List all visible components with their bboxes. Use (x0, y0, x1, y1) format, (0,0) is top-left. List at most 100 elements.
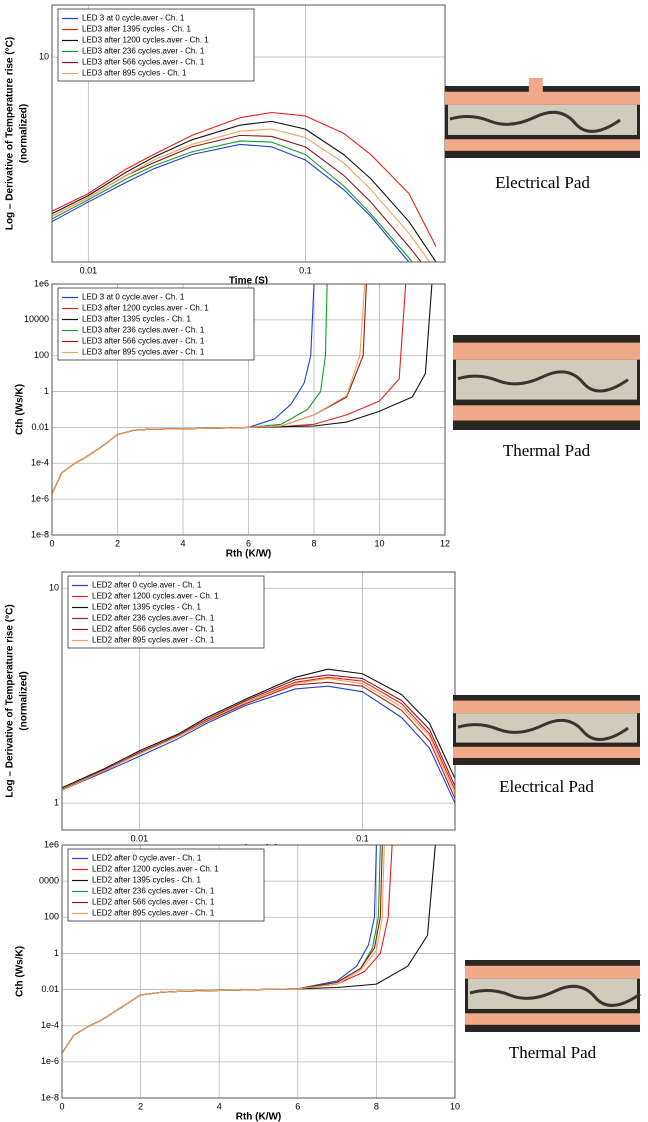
x-tick-label: 8 (374, 1101, 379, 1111)
photo-caption: Electrical Pad (495, 173, 590, 192)
photo-caption: Thermal Pad (509, 1043, 597, 1062)
y-tick-label: 1e-8 (31, 529, 49, 539)
y-tick-label: 1e-8 (41, 1092, 59, 1102)
y-tick-label: 1 (44, 386, 49, 396)
plot-frame (51, 283, 446, 536)
legend-label: LED2 after 1200 cycles.aver - Ch. 1 (92, 592, 219, 601)
legend-label: LED2 after 0 cycle.aver - Ch. 1 (92, 581, 202, 590)
series-line (62, 845, 385, 1054)
legend-label: LED2 after 895 cycles.aver - Ch. 1 (92, 909, 215, 918)
series-line (52, 140, 413, 262)
series-line (52, 111, 437, 247)
y-tick-label: 1e6 (44, 839, 59, 849)
legend-label: LED2 after 1395 cycles - Ch. 1 (92, 603, 201, 612)
y-tick-label: 100 (34, 350, 49, 360)
series-lines (52, 284, 433, 494)
series-lines (62, 845, 436, 1054)
series-line (62, 685, 455, 804)
x-tick-label: 0 (59, 1101, 64, 1111)
y-axis-label: Log – Derivative of Temperature rise (°C… (5, 604, 16, 797)
x-tick-label: 6 (295, 1101, 300, 1111)
x-tick-label: 0.01 (80, 265, 98, 275)
legend-label: LED2 after 236 cycles.aver - Ch. 1 (92, 614, 215, 623)
series-line (62, 668, 455, 789)
x-tick-label: 12 (440, 538, 450, 548)
crack (457, 370, 629, 393)
legend-label: LED2 after 1200 cycles.aver - Ch. 1 (92, 865, 219, 874)
y-axis-label: Cth (Ws/K) (15, 384, 26, 435)
x-tick-label: 0 (49, 538, 54, 548)
y-tick-label: 0000 (39, 876, 59, 886)
y-tick-label: 1e-6 (31, 494, 49, 504)
chart: 1 10 0.01 0.1 LED2 after 0 cycle.aver - Ch. … (5, 571, 456, 855)
chart: 10 0.01 0.1 LED 3 at 0 cycle.aver - Ch. 1 LE… (5, 4, 446, 287)
photo-caption: Thermal Pad (503, 441, 591, 460)
x-axis-label: Rth (K/W) (226, 549, 272, 560)
series-line (52, 128, 431, 262)
series-lines (52, 111, 437, 262)
plot-frame (61, 844, 456, 1099)
series-line (52, 120, 437, 262)
y-tick-label: 10 (49, 583, 59, 593)
y-axis-label: (normalized) (19, 104, 30, 163)
x-tick-label: 2 (138, 1101, 143, 1111)
series-line (52, 284, 366, 494)
y-axis-label: (normalized) (19, 671, 30, 730)
y-axis-label: Cth (Ws/K) (15, 946, 26, 997)
crack (449, 110, 621, 133)
y-tick-label: 1 (54, 948, 59, 958)
legend-label: LED3 after 1395 cycles - Ch. 1 (82, 25, 191, 34)
x-tick-label: 2 (115, 538, 120, 548)
legend-label: LED2 after 566 cycles.aver - Ch. 1 (92, 898, 215, 907)
legend-label: LED3 after 895 cycles - Ch. 1 (82, 69, 187, 78)
x-tick-label: 4 (217, 1101, 222, 1111)
cross-section-photo (453, 335, 640, 430)
x-axis-label: Rth (K/W) (236, 1112, 282, 1122)
copper-bottom (453, 405, 640, 421)
cross-section-photo (445, 78, 640, 158)
series-line (62, 678, 455, 795)
copper-top (453, 342, 640, 360)
x-axis-label: Time (S) (229, 276, 268, 287)
legend-label: LED3 after 566 cycles.aver - Ch. 1 (82, 337, 205, 346)
copper-top (453, 700, 640, 714)
y-tick-label: 10000 (24, 314, 49, 324)
photo-caption: Electrical Pad (499, 777, 594, 796)
copper-top (445, 91, 640, 105)
copper-bottom (445, 139, 640, 151)
x-tick-label: 0.1 (299, 265, 312, 275)
series-line (62, 674, 455, 790)
copper-bottom (453, 746, 640, 758)
copper-bottom (465, 1013, 640, 1025)
y-tick-label: 1e6 (34, 278, 49, 288)
legend-box (57, 8, 255, 82)
legend-box (67, 848, 265, 922)
cross-section-photo (453, 695, 640, 765)
solder-layer (456, 359, 637, 400)
legend-label: LED3 after 895 cycles.aver - Ch. 1 (82, 348, 205, 357)
legend-label: LED2 after 895 cycles.aver - Ch. 1 (92, 636, 215, 645)
legend-label: LED2 after 1395 cycles - Ch. 1 (92, 876, 201, 885)
legend-label: LED3 after 566 cycles.aver - Ch. 1 (82, 58, 205, 67)
series-line (52, 143, 410, 262)
legend-box (57, 287, 255, 361)
y-tick-label: 100 (44, 912, 59, 922)
x-tick-label: 0.1 (356, 833, 369, 843)
y-tick-label: 1e-4 (41, 1020, 59, 1030)
solder-layer (448, 104, 637, 135)
x-tick-label: 4 (180, 538, 185, 548)
y-tick-label: 0.01 (41, 984, 59, 994)
legend-label: LED3 after 1200 cycles.aver - Ch. 1 (82, 36, 209, 45)
x-tick-label: 10 (374, 538, 384, 548)
legend-label: LED3 after 1200 cycles.aver - Ch. 1 (82, 304, 209, 313)
cross-section-photo (465, 960, 641, 1032)
y-axis-label: Log – Derivative of Temperature rise (°C… (5, 37, 16, 230)
copper-top (465, 965, 640, 979)
legend-label: LED3 after 1395 cycles - Ch. 1 (82, 315, 191, 324)
copper-stub (528, 78, 543, 94)
y-tick-label: 0.01 (31, 422, 49, 432)
x-tick-label: 6 (246, 538, 251, 548)
x-tick-label: 0.01 (131, 833, 149, 843)
legend-label: LED2 after 0 cycle.aver - Ch. 1 (92, 854, 202, 863)
